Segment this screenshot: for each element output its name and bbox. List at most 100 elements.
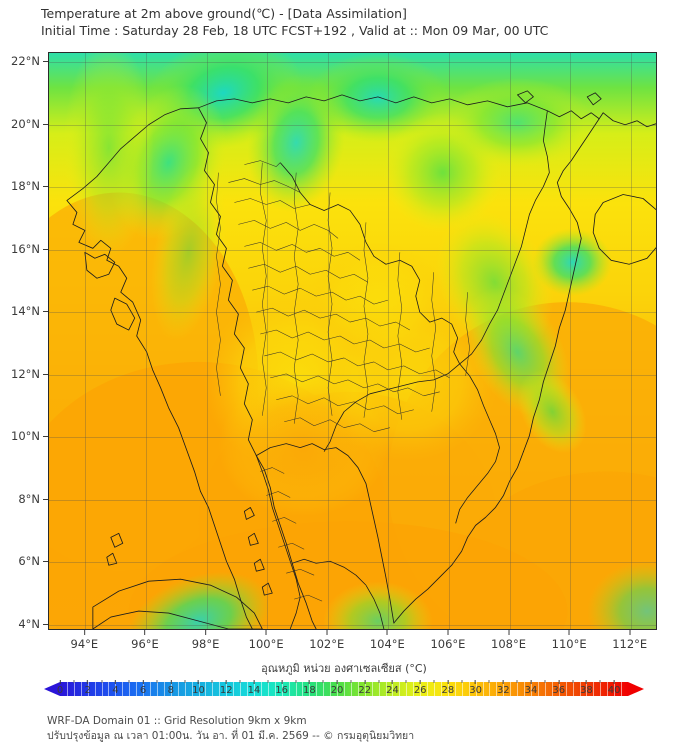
colorbar-separator bbox=[579, 682, 581, 696]
colorbar-separator bbox=[447, 682, 449, 696]
colorbar-tick: 26 bbox=[414, 680, 427, 696]
colorbar-minor-tick bbox=[516, 680, 518, 684]
longitude-tick: 104°E bbox=[370, 630, 405, 651]
colorbar-separator bbox=[385, 682, 387, 696]
colorbar-separator bbox=[468, 682, 470, 696]
colorbar-separator bbox=[531, 682, 533, 696]
colorbar-minor-tick bbox=[599, 680, 601, 684]
colorbar-separator bbox=[496, 682, 498, 696]
colorbar-separator bbox=[253, 682, 255, 696]
footer-credit: ปรับปรุงข้อมูล ณ เวลา 01:00น. วัน อา. ที… bbox=[47, 730, 415, 742]
colorbar-separator bbox=[163, 682, 165, 696]
colorbar-tick: 8 bbox=[168, 680, 174, 696]
colorbar-minor-tick bbox=[433, 680, 435, 684]
colorbar-separator bbox=[427, 682, 429, 696]
colorbar-gradient-bar bbox=[60, 682, 628, 696]
colorbar-tick: 10 bbox=[192, 680, 205, 696]
province-border-layer bbox=[216, 160, 470, 602]
colorbar-separator bbox=[66, 682, 68, 696]
colorbar-separator bbox=[378, 682, 380, 696]
colorbar-block: อุณหภูมิ หน่วย องศาเซลเซียส (°C) 0 2 4 6 8 10… bbox=[44, 662, 644, 699]
colorbar-extend-high-arrow-icon bbox=[628, 682, 644, 696]
colorbar-tick: 2 bbox=[85, 680, 91, 696]
colorbar-separator bbox=[170, 682, 172, 696]
colorbar-separator bbox=[295, 682, 297, 696]
latitude-tick: 16°N bbox=[11, 242, 48, 256]
map-frame bbox=[48, 52, 657, 630]
colorbar-separator bbox=[503, 682, 505, 696]
colorbar-separator bbox=[309, 682, 311, 696]
colorbar-minor-tick bbox=[128, 680, 130, 684]
colorbar-separator bbox=[454, 682, 456, 696]
colorbar-separator bbox=[482, 682, 484, 696]
colorbar-tick: 16 bbox=[275, 680, 288, 696]
colorbar-minor-tick bbox=[267, 680, 269, 684]
latitude-tick: 10°N bbox=[11, 429, 48, 443]
colorbar-minor-tick bbox=[378, 680, 380, 684]
colorbar-separator bbox=[80, 682, 82, 696]
colorbar-separator bbox=[198, 682, 200, 696]
chart-title-line-1: Temperature at 2m above ground(℃) - [Dat… bbox=[41, 6, 407, 21]
latitude-tick: 14°N bbox=[11, 304, 48, 318]
temperature-raster bbox=[49, 53, 656, 629]
colorbar-separator bbox=[226, 682, 228, 696]
colorbar-separator bbox=[267, 682, 269, 696]
colorbar-separator bbox=[593, 682, 595, 696]
colorbar-tick: 40 bbox=[608, 680, 621, 696]
colorbar-tick: 30 bbox=[469, 680, 482, 696]
colorbar-separator bbox=[73, 682, 75, 696]
colorbar-title: อุณหภูมิ หน่วย องศาเซลเซียส (°C) bbox=[261, 662, 427, 675]
colorbar-tick: 36 bbox=[552, 680, 565, 696]
longitude-tick: 96°E bbox=[131, 630, 159, 651]
colorbar-separator bbox=[87, 682, 89, 696]
colorbar-separator bbox=[475, 682, 477, 696]
colorbar-separator bbox=[219, 682, 221, 696]
colorbar-separator bbox=[184, 682, 186, 696]
colorbar-separator bbox=[621, 682, 623, 696]
latitude-tick: 8°N bbox=[18, 492, 48, 506]
colorbar-separator bbox=[524, 682, 526, 696]
colorbar-tick: 6 bbox=[140, 680, 146, 696]
colorbar-separator bbox=[274, 682, 276, 696]
colorbar-separator bbox=[101, 682, 103, 696]
colorbar-minor-tick bbox=[295, 680, 296, 684]
colorbar-minor-tick bbox=[544, 680, 546, 684]
colorbar-separators bbox=[60, 682, 628, 696]
colorbar-separator bbox=[420, 682, 422, 696]
colorbar-separator bbox=[600, 682, 602, 696]
colorbar-separator bbox=[434, 682, 436, 696]
chart-title-block: Temperature at 2m above ground(℃) - [Dat… bbox=[41, 5, 641, 39]
colorbar-separator bbox=[288, 682, 290, 696]
colorbar-separator bbox=[240, 682, 242, 696]
colorbar-separator bbox=[281, 682, 283, 696]
colorbar-minor-tick bbox=[461, 680, 463, 684]
latitude-tick: 4°N bbox=[18, 617, 48, 631]
colorbar-tick: 14 bbox=[248, 680, 260, 696]
colorbar-minor-tick bbox=[184, 680, 186, 684]
colorbar-tick: 0 bbox=[57, 680, 63, 696]
colorbar-minor-tick bbox=[488, 680, 490, 684]
colorbar-tick: 20 bbox=[331, 680, 343, 696]
longitude-tick: 100°E bbox=[249, 630, 284, 651]
colorbar-separator bbox=[233, 682, 235, 696]
colorbar-separator bbox=[510, 682, 512, 696]
colorbar-separator bbox=[156, 682, 158, 696]
longitude-tick: 106°E bbox=[430, 630, 465, 651]
colorbar-separator bbox=[350, 682, 352, 696]
colorbar-tick: 22 bbox=[358, 680, 371, 696]
colorbar-separator bbox=[537, 682, 539, 696]
chart-subtitle-line-2: Initial Time : Saturday 28 Feb, 18 UTC F… bbox=[41, 23, 549, 38]
national-border-layer bbox=[66, 94, 550, 629]
colorbar-separator bbox=[177, 682, 179, 696]
colorbar-tick: 28 bbox=[442, 680, 454, 696]
colorbar-separator bbox=[461, 682, 463, 696]
footer-model-info: WRF-DA Domain 01 :: Grid Resolution 9km … bbox=[47, 715, 307, 727]
colorbar-separator bbox=[440, 682, 442, 696]
longitude-tick: 102°E bbox=[309, 630, 344, 651]
colorbar-minor-tick bbox=[322, 680, 324, 684]
colorbar-minor-tick bbox=[239, 680, 241, 684]
colorbar-separator bbox=[108, 682, 110, 696]
colorbar-separator bbox=[357, 682, 359, 696]
colorbar-separator bbox=[413, 682, 415, 696]
